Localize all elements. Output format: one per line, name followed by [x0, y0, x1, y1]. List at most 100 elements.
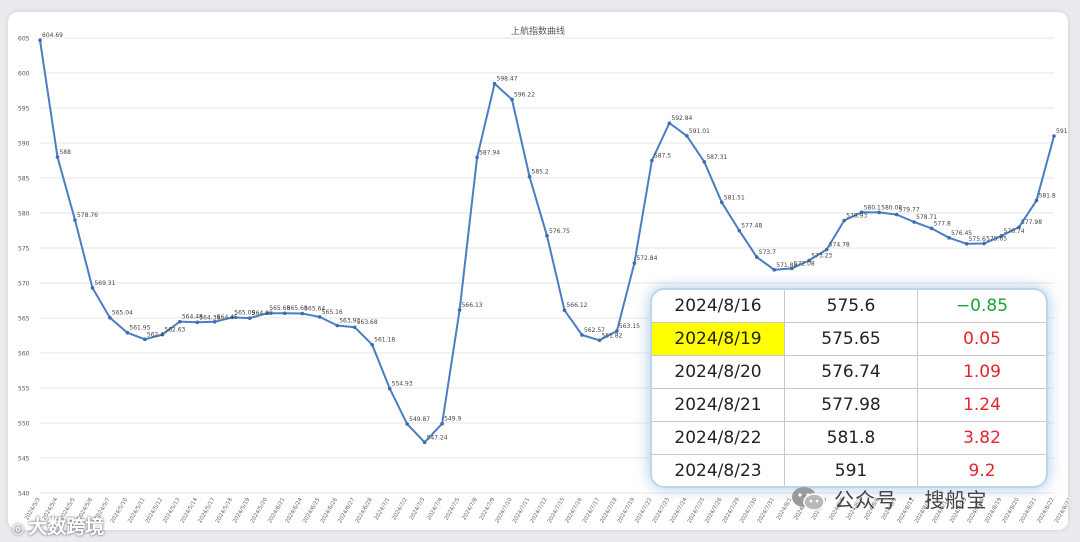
data-point	[370, 342, 374, 347]
data-point	[999, 234, 1004, 238]
line-chart: 540 545 550 555 560 565 570 575 580 585 590 595 600 6…	[18, 25, 1068, 525]
data-label: 563.68	[357, 319, 378, 326]
data-label: 564.98	[252, 310, 273, 317]
data-label: 578.71	[916, 214, 937, 221]
x-tick-label: 2024/7/12	[529, 497, 548, 524]
data-label: 565.68	[287, 305, 308, 312]
data-label: 562.57	[584, 327, 605, 334]
data-point	[1017, 225, 1021, 229]
data-label: 596.22	[514, 91, 535, 98]
data-point	[615, 329, 619, 333]
data-label: 549.9	[444, 416, 461, 423]
x-tick-label: 2024/7/22	[634, 497, 653, 524]
data-label: 578.76	[77, 212, 98, 219]
x-tick-label: 2024/7/17	[582, 497, 602, 525]
data-label: 562.63	[164, 327, 185, 334]
watermark-logo-icon: ◎	[12, 521, 25, 537]
value-cell: 577.98	[784, 388, 918, 422]
data-point	[650, 158, 654, 163]
data-point	[929, 226, 934, 231]
x-tick-label: 2024/7/26	[704, 497, 724, 525]
date-cell: 2024/8/16	[652, 290, 785, 323]
data-point	[195, 320, 200, 325]
data-point	[510, 97, 514, 102]
x-tick-label: 2024/7/3	[409, 497, 427, 522]
data-label: 565.04	[112, 310, 133, 317]
price-change-table: 2024/8/16 575.6 −0.85 2024/8/19 575.65 0.05 20…	[652, 290, 1046, 486]
data-label: 598.47	[497, 76, 518, 83]
watermark-left: ◎ 大数跨境	[12, 512, 104, 539]
data-label: 565.68	[269, 305, 290, 312]
data-label: 580.08	[881, 204, 902, 211]
data-point	[38, 38, 42, 42]
x-tick-label: 2024/7/16	[564, 497, 584, 525]
data-label: 573.7	[759, 249, 776, 256]
data-label: 572.08	[794, 260, 815, 267]
y-tick-label: 575	[18, 246, 30, 253]
data-label: 576.45	[951, 230, 972, 237]
wechat-icon	[792, 486, 825, 511]
data-point	[440, 421, 444, 426]
data-point	[562, 308, 567, 312]
data-point	[422, 440, 427, 445]
x-tick-label: 2024/7/15	[547, 497, 567, 525]
table-row: 2024/8/16 575.6 −0.85	[652, 290, 1046, 323]
data-label: 591.01	[689, 128, 710, 135]
x-tick-label: 2024/8/20	[1001, 497, 1021, 525]
data-point	[405, 422, 409, 426]
data-point	[824, 247, 829, 252]
table-row: 2024/8/23 591 9.2	[652, 454, 1046, 486]
y-tick-label: 600	[18, 71, 30, 78]
data-point	[492, 81, 497, 86]
change-cell: 1.09	[917, 355, 1046, 389]
data-point	[335, 323, 340, 328]
data-label: 574.78	[829, 242, 850, 249]
watermark-account-name: 搜船宝	[924, 488, 988, 512]
data-point	[1034, 198, 1039, 203]
data-label: 578.93	[846, 212, 867, 219]
data-label: 587.94	[479, 149, 500, 156]
data-point	[632, 261, 637, 265]
table-row: 2024/8/19 575.65 0.05	[652, 322, 1046, 356]
data-point	[982, 241, 986, 246]
data-points	[38, 38, 1056, 445]
data-label: 604.69	[42, 32, 63, 39]
change-cell: −0.85	[917, 290, 1046, 323]
data-label: 577.98	[1021, 219, 1042, 226]
data-point	[685, 134, 689, 138]
y-tick-label: 605	[18, 36, 30, 43]
data-point	[475, 155, 479, 160]
x-tick-label: 2024/5/17	[197, 497, 217, 525]
watermark-separator: ·	[907, 486, 915, 511]
x-tick-label: 2024/8/21	[1019, 497, 1038, 524]
data-point	[720, 200, 724, 205]
data-label: 564.48	[182, 314, 203, 321]
x-tick-label: 2024/7/1	[374, 497, 392, 521]
date-cell: 2024/8/23	[652, 454, 785, 486]
x-tick-label: 2024/5/14	[180, 497, 200, 525]
data-label: 564.38	[199, 314, 220, 321]
x-tick-label: 2024/6/25	[302, 497, 322, 525]
data-label: 587.31	[706, 154, 727, 161]
x-tick-label: 2024/7/25	[687, 497, 707, 525]
data-label: 592.84	[671, 115, 692, 122]
x-tick-label: 2024/7/4	[426, 497, 444, 522]
x-tick-label: 2024/7/29	[722, 497, 742, 525]
data-label: 576.75	[549, 228, 570, 235]
data-label: 561.18	[374, 337, 395, 344]
data-point	[877, 210, 881, 215]
data-point	[230, 315, 235, 320]
data-point	[754, 255, 759, 259]
data-point	[352, 325, 357, 330]
data-point	[842, 218, 847, 223]
x-tick-label: 2024/6/24	[285, 497, 305, 525]
y-tick-label: 560	[18, 351, 30, 358]
change-cell: 9.2	[917, 454, 1046, 486]
x-tick-label: 2024/7/11	[512, 497, 531, 524]
x-tick-label: 2024/5/12	[145, 497, 164, 524]
data-label: 565.64	[304, 306, 325, 313]
table-row: 2024/8/22 581.8 3.82	[652, 421, 1046, 455]
data-point	[702, 160, 707, 164]
x-tick-label: 2024/7/18	[599, 497, 619, 525]
data-point	[55, 155, 60, 159]
